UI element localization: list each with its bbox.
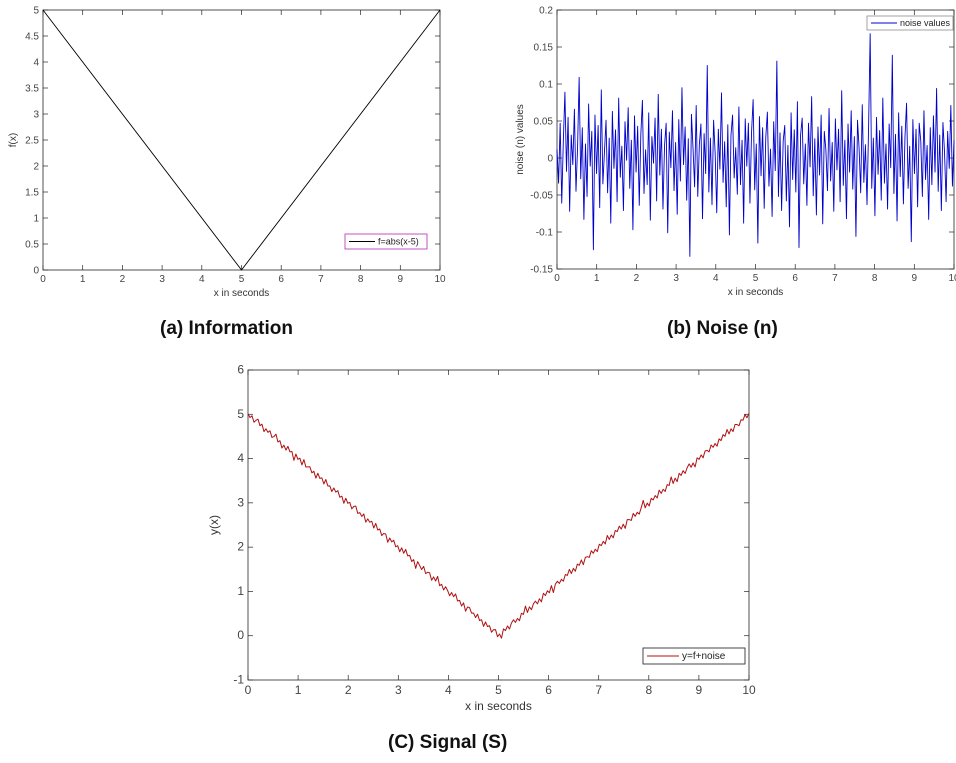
x-tick-label: 9 — [696, 683, 703, 697]
x-tick-label: 6 — [792, 273, 798, 284]
x-tick-label: 4 — [445, 683, 452, 697]
y-tick-label: 3.5 — [25, 84, 39, 95]
y-tick-label: 5 — [237, 407, 244, 421]
y-tick-label: 0.5 — [25, 240, 39, 251]
y-tick-label: 0 — [237, 628, 244, 642]
x-tick-label: 7 — [318, 274, 324, 285]
legend-label: f=abs(x-5) — [378, 237, 419, 247]
y-tick-label: 0 — [547, 154, 553, 165]
caption-signal: (C) Signal (S) — [388, 732, 508, 753]
x-tick-label: 9 — [398, 274, 404, 285]
chart-noise: 0 1 2 3 4 5 6 7 8 9 10 -0.15 -0.1 -0.05 0 0.05 0.1 0.15 0.… — [500, 0, 956, 310]
x-tick-label: 6 — [278, 274, 284, 285]
y-tick-label: 1.5 — [25, 188, 39, 199]
legend: y=f+noise — [642, 647, 746, 665]
x-tick-label: 3 — [159, 274, 165, 285]
legend-label: y=f+noise — [682, 651, 726, 662]
y-tick-label: 4 — [33, 58, 39, 69]
x-tick-label: 2 — [634, 273, 640, 284]
x-tick-label: 2 — [345, 683, 352, 697]
caption-noise: (b) Noise (n) — [667, 318, 778, 339]
x-tick-label: 4 — [199, 274, 205, 285]
y-tick-label: 2 — [237, 540, 244, 554]
x-tick-label: 5 — [239, 274, 245, 285]
y-tick-label: 1 — [237, 584, 244, 598]
x-tick-label: 7 — [832, 273, 838, 284]
x-axis-label: x in seconds — [728, 287, 784, 298]
x-tick-label: 4 — [713, 273, 719, 284]
y-tick-label: 0 — [33, 266, 39, 277]
legend-box — [344, 233, 428, 250]
x-tick-label: 1 — [80, 274, 86, 285]
legend: f=abs(x-5) — [344, 233, 428, 250]
y-tick-label: 5 — [33, 6, 39, 17]
chart-information: 0 1 2 3 4 5 6 7 8 9 10 0 0.5 1 1.5 2 2.5 3 3.5 4 4.5 5 x in se… — [0, 0, 470, 310]
chart-signal: 0 1 2 3 4 5 6 7 8 9 10 -1 0 1 2 3 4 5 6 x in seconds y(x) y=f… — [200, 355, 760, 727]
legend-label: noise values — [900, 18, 951, 28]
y-axis-label: noise (n) values — [515, 104, 526, 175]
x-tick-label: 5 — [753, 273, 759, 284]
y-tick-label: 4 — [237, 451, 244, 465]
y-tick-label: -0.15 — [530, 265, 553, 276]
plot-area-frame — [556, 9, 955, 270]
series-line-f — [42, 9, 441, 271]
x-tick-label: 1 — [594, 273, 600, 284]
y-tick-label: -0.05 — [530, 191, 553, 202]
x-tick-label: 8 — [645, 683, 652, 697]
series-line-noise — [556, 33, 955, 257]
y-tick-label: -1 — [233, 673, 244, 687]
x-tick-label: 1 — [295, 683, 302, 697]
legend-box — [642, 647, 746, 665]
x-tick-label: 8 — [872, 273, 878, 284]
legend: noise values — [866, 15, 954, 31]
x-tick-label: 10 — [948, 273, 956, 284]
y-tick-label: 0.05 — [534, 117, 554, 128]
y-tick-label: -0.1 — [536, 228, 554, 239]
x-tick-label: 8 — [358, 274, 364, 285]
y-tick-label: 0.15 — [534, 43, 554, 54]
plot-area-frame — [42, 9, 441, 271]
y-axis-label: y(x) — [207, 515, 221, 535]
series-line-signal — [247, 413, 750, 639]
y-tick-label: 2 — [33, 162, 39, 173]
x-tick-label: 0 — [40, 274, 46, 285]
y-axis-label: f(x) — [8, 133, 19, 147]
x-tick-label: 7 — [595, 683, 602, 697]
caption-information: (a) Information — [160, 318, 293, 339]
chart-noise-svg: 0 1 2 3 4 5 6 7 8 9 10 -0.15 -0.1 -0.05 0 0.05 0.1 0.15 0.… — [515, 6, 956, 299]
y-tick-label: 1 — [33, 214, 39, 225]
x-tick-label: 3 — [673, 273, 679, 284]
x-tick-label: 2 — [120, 274, 126, 285]
x-tick-label: 9 — [912, 273, 918, 284]
x-tick-label: 10 — [742, 683, 756, 697]
x-tick-label: 5 — [495, 683, 502, 697]
y-tick-label: 3 — [237, 495, 244, 509]
x-tick-label: 0 — [554, 273, 560, 284]
x-tick-label: 0 — [245, 683, 252, 697]
x-tick-label: 10 — [434, 274, 446, 285]
x-axis-label: x in seconds — [465, 699, 532, 713]
y-tick-label: 0.1 — [539, 80, 553, 91]
y-tick-label: 6 — [237, 363, 244, 377]
y-tick-label: 2.5 — [25, 136, 39, 147]
plot-area-frame — [247, 369, 750, 681]
x-tick-label: 3 — [395, 683, 402, 697]
x-axis-label: x in seconds — [214, 288, 270, 299]
chart-information-svg: 0 1 2 3 4 5 6 7 8 9 10 0 0.5 1 1.5 2 2.5 3 3.5 4 4.5 5 x in se… — [8, 6, 446, 300]
y-tick-label: 4.5 — [25, 32, 39, 43]
legend-box — [866, 15, 954, 31]
y-tick-label: 0.2 — [539, 6, 553, 17]
y-tick-label: 3 — [33, 110, 39, 121]
x-tick-label: 6 — [545, 683, 552, 697]
